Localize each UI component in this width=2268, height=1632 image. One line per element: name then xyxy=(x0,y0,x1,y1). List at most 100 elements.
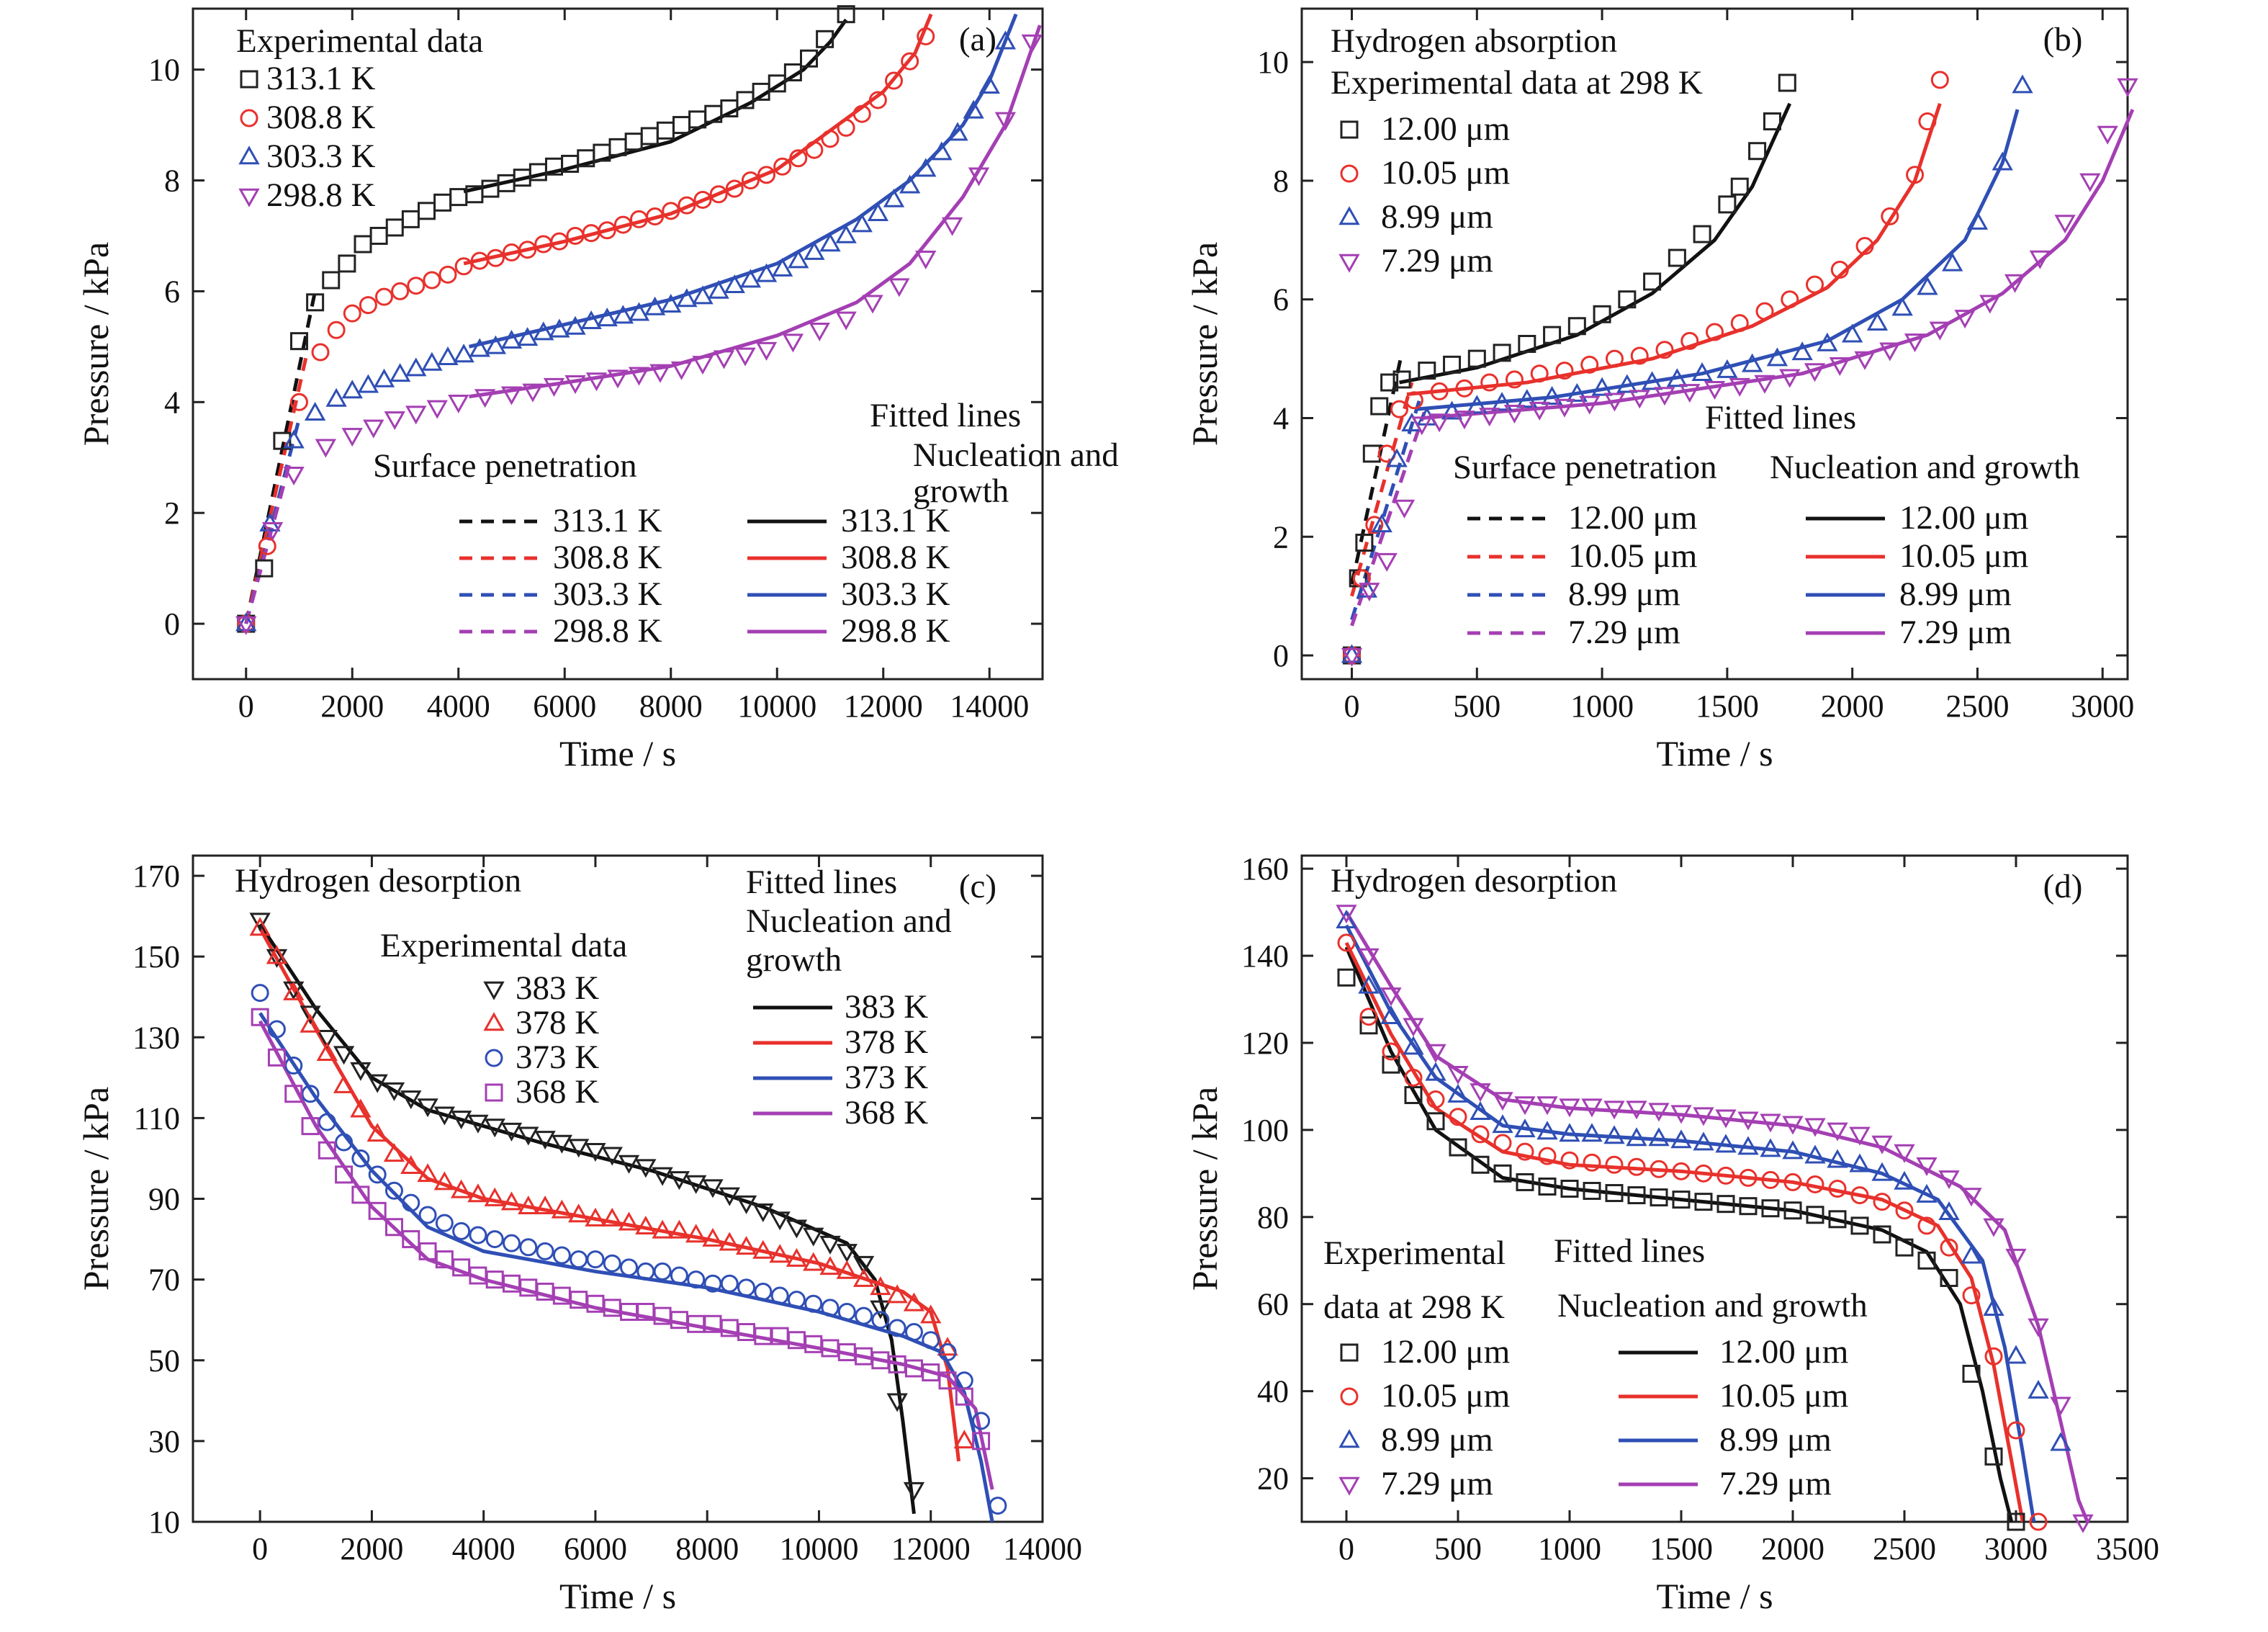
data-point xyxy=(1828,1180,1847,1198)
data-point xyxy=(417,1098,438,1118)
data-point xyxy=(235,612,257,632)
data-point xyxy=(1536,1121,1558,1140)
data-point xyxy=(533,321,554,341)
x-tick-label: 10000 xyxy=(779,1531,858,1566)
data-point xyxy=(769,1244,791,1263)
data-point xyxy=(249,913,271,932)
data-point xyxy=(662,202,680,220)
x-tick-label: 8000 xyxy=(675,1531,739,1566)
legend-fit-title: Fitted lines xyxy=(1554,1232,1705,1270)
data-point xyxy=(1804,1144,1826,1164)
x-tick-label: 500 xyxy=(1453,689,1500,724)
data-point xyxy=(369,226,388,245)
data-point xyxy=(687,1270,706,1289)
data-point xyxy=(1516,389,1538,408)
data-point xyxy=(821,130,840,148)
data-point xyxy=(1739,1168,1758,1187)
fit-solid-line xyxy=(1421,109,2135,420)
data-point xyxy=(752,1203,774,1223)
data-point xyxy=(467,1183,489,1203)
data-point xyxy=(452,1221,471,1240)
data-point xyxy=(804,1294,823,1313)
data-point xyxy=(1493,344,1511,362)
legend-label: 298.8 K xyxy=(266,176,376,214)
data-point xyxy=(1493,1164,1512,1183)
data-point xyxy=(836,1260,858,1279)
data-point xyxy=(708,279,729,299)
data-point xyxy=(788,249,809,269)
data-point xyxy=(789,149,808,168)
data-point xyxy=(266,945,288,964)
data-point xyxy=(809,322,830,341)
data-point xyxy=(656,121,675,140)
data-point xyxy=(821,1299,840,1317)
x-tick-label: 8000 xyxy=(639,689,703,724)
data-point xyxy=(787,1291,806,1309)
data-point xyxy=(1380,987,1402,1007)
data-point xyxy=(1984,1347,2003,1366)
data-point xyxy=(290,332,308,351)
y-axis-title: Pressure / kPa xyxy=(76,1087,116,1291)
legend-label: 12.00 μm xyxy=(1381,110,1510,148)
data-point xyxy=(1778,73,1796,92)
data-point xyxy=(837,1302,856,1321)
data-point xyxy=(670,361,693,380)
x-tick-label: 12000 xyxy=(844,689,923,724)
fit-solid-line xyxy=(463,18,848,194)
data-point xyxy=(1828,1210,1847,1229)
data-point xyxy=(516,327,539,346)
plot-frame xyxy=(192,854,1044,1523)
data-point xyxy=(1593,305,1611,323)
data-point xyxy=(612,305,634,324)
data-point xyxy=(922,1331,940,1350)
x-tick-label: 6000 xyxy=(564,1531,627,1566)
data-point xyxy=(972,1412,991,1430)
data-point xyxy=(1918,112,1937,131)
data-point xyxy=(1380,373,1399,392)
data-point xyxy=(1763,112,1781,131)
legend-label: 313.1 K xyxy=(553,502,662,539)
y-tick-label: 4 xyxy=(1273,400,1289,436)
data-point xyxy=(235,616,257,635)
legend-label: 7.29 μm xyxy=(1899,614,2012,651)
data-point xyxy=(1021,34,1043,53)
legend-marker xyxy=(1340,1343,1359,1362)
data-point xyxy=(1403,1018,1424,1037)
data-point xyxy=(668,1219,690,1239)
legend-label: 12.00 μm xyxy=(1568,499,1697,537)
legend-marker xyxy=(1338,1429,1360,1448)
x-tick-label: 4000 xyxy=(452,1531,516,1566)
data-point xyxy=(251,984,269,1003)
data-point xyxy=(719,1187,740,1206)
data-point xyxy=(613,215,632,234)
legend-label: 8.99 μm xyxy=(1381,198,1493,236)
data-point xyxy=(1626,1127,1647,1147)
data-point xyxy=(418,1242,437,1260)
y-axis-title: Pressure / kPa xyxy=(1184,242,1225,446)
data-point xyxy=(301,1117,320,1136)
y-tick-label: 140 xyxy=(1241,938,1289,974)
data-point xyxy=(1491,392,1513,411)
data-point xyxy=(469,338,490,357)
x-tick-label: 1500 xyxy=(1696,689,1759,724)
y-axis-title: Pressure / kPa xyxy=(1184,1087,1225,1291)
data-point xyxy=(1983,1218,2004,1237)
data-point xyxy=(652,1219,673,1239)
data-point xyxy=(598,221,616,240)
data-point xyxy=(1766,347,1788,367)
data-point xyxy=(469,1226,487,1245)
data-point xyxy=(1806,1175,1824,1193)
fit-dashed-line xyxy=(1350,382,1414,597)
data-point xyxy=(283,467,305,486)
data-point xyxy=(1782,1116,1804,1135)
data-point xyxy=(783,63,802,81)
data-point xyxy=(354,235,372,254)
x-tick-label: 12000 xyxy=(891,1531,971,1566)
data-point xyxy=(1850,1186,1869,1205)
data-point xyxy=(1849,1126,1871,1146)
legend-marker xyxy=(1338,254,1360,273)
fit-dashed-line xyxy=(244,418,301,624)
data-point xyxy=(1376,552,1398,572)
data-point xyxy=(1783,1173,1802,1191)
data-point xyxy=(266,949,288,968)
